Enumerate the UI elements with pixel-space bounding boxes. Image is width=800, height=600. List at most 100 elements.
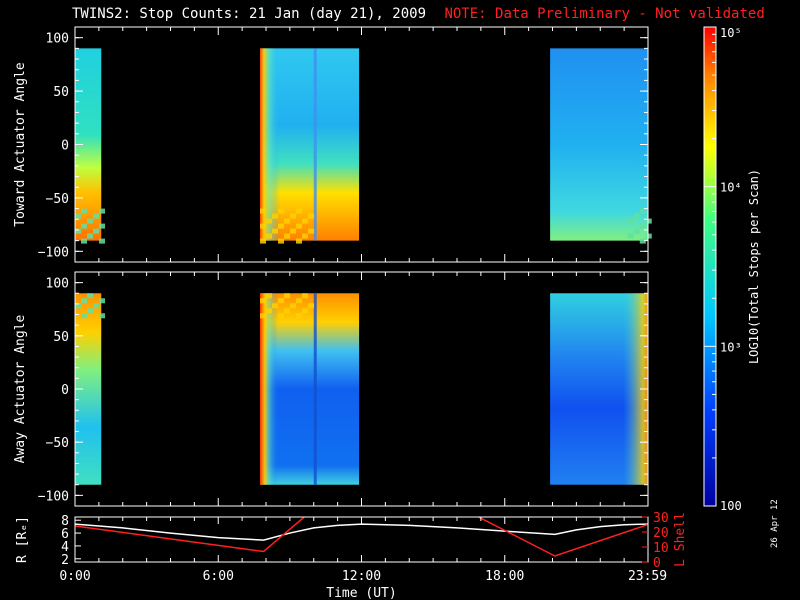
heatmap-speckle	[99, 238, 105, 244]
heatmap-speckle	[296, 208, 303, 214]
heatmap-speckle	[81, 238, 87, 244]
x-tick-label: 12:00	[342, 569, 381, 584]
colorbar: 10⁵ 10⁴ 10³ 100 LOG10(Total Stops per Scan)	[703, 26, 761, 513]
heatmap-speckle	[81, 313, 87, 319]
heatmap-speckle	[302, 218, 309, 224]
heatmap-speckle	[302, 308, 309, 314]
heatmap-speckle	[87, 308, 93, 314]
y-tick-label: −100	[38, 245, 69, 260]
y-right-tick-label: 0	[653, 556, 661, 571]
y-right-axis-label: L Shell	[673, 512, 688, 567]
heatmap-speckle	[260, 298, 267, 304]
colorbar-gradient	[704, 27, 716, 506]
heatmap-speckle	[296, 313, 303, 319]
heatmap-speckle	[290, 213, 297, 219]
heatmap-speckle	[633, 213, 640, 219]
heatmap-speckle	[278, 238, 285, 244]
heatmap-speckle	[81, 223, 87, 229]
generation-date: 26 Apr 12	[770, 499, 780, 548]
heatmap-speckle	[278, 313, 285, 319]
heatmap-speckle	[296, 238, 303, 244]
heatmap-speckle	[284, 233, 291, 239]
heatmap-speckle	[93, 303, 99, 309]
heatmap-speckle	[99, 208, 105, 214]
figure-title: TWINS2: Stop Counts: 21 Jan (day 21), 20…	[72, 6, 765, 22]
heatmap-speckle	[308, 228, 315, 234]
y-tick-label: 0	[61, 139, 69, 154]
y-axis-label: R [Rₑ]	[15, 516, 30, 563]
heatmap-block-edge	[260, 293, 360, 485]
heatmap-stripe	[313, 48, 317, 241]
y-tick-label: 0	[61, 383, 69, 398]
y-tick-label: 4	[61, 540, 69, 555]
toward-heatmap-panel: 100 50 0 −50 −100 Toward Actuator Angle	[13, 26, 652, 263]
heatmap-speckle	[627, 218, 634, 224]
heatmap-speckle	[302, 293, 309, 299]
heatmap-speckle	[260, 208, 267, 214]
x-tick-label: 0:00	[59, 569, 90, 584]
y-tick-label: −100	[38, 489, 69, 504]
title-text: TWINS2: Stop Counts: 21 Jan (day 21), 20…	[72, 6, 427, 22]
colorbar-tick-label: 10⁵	[720, 26, 742, 40]
away-heatmap-panel: 100 50 0 −50 −100 Away Actuator Angle	[13, 271, 649, 507]
heatmap-block-edge	[260, 48, 360, 241]
heatmap-speckle	[93, 228, 99, 234]
heatmap-speckle	[87, 233, 93, 239]
line-series-group	[75, 517, 648, 557]
heatmap-speckle	[290, 228, 297, 234]
preliminary-note: NOTE: Data Preliminary - Not validated	[444, 6, 765, 22]
heatmap-speckle	[639, 208, 646, 214]
heatmap-speckle	[81, 298, 87, 304]
heatmap-speckle	[284, 308, 291, 314]
x-tick-label: 18:00	[485, 569, 524, 584]
heatmap-speckle	[266, 308, 273, 314]
y-tick-label: 8	[61, 514, 69, 529]
heatmap-speckle	[99, 298, 105, 304]
heatmap-speckle	[284, 218, 291, 224]
heatmap-speckle	[639, 238, 646, 244]
heatmap-speckle	[302, 233, 309, 239]
heatmap-speckle	[75, 228, 81, 234]
heatmap-stripe	[313, 293, 317, 485]
heatmap-speckle	[260, 223, 267, 229]
heatmap-speckle	[93, 213, 99, 219]
colorbar-tick-label: 10³	[720, 340, 742, 354]
heatmap-speckle	[284, 293, 291, 299]
heatmap-speckle	[639, 223, 646, 229]
heatmap-speckle	[633, 228, 640, 234]
x-tick-label: 23:59	[628, 569, 667, 584]
heatmap-speckle	[99, 223, 105, 229]
colorbar-tick-label: 100	[720, 499, 742, 513]
heatmap-speckle	[272, 303, 279, 309]
r-series-line	[75, 523, 648, 541]
heatmap-speckle	[308, 213, 315, 219]
heatmap-block-edge	[550, 293, 648, 485]
lshell-series-line	[75, 517, 305, 553]
y-right-tick-label: 10	[653, 541, 669, 556]
heatmap-speckle	[266, 233, 273, 239]
heatmap-speckle	[99, 313, 105, 319]
heatmap-speckle	[627, 233, 634, 239]
y-tick-label: −50	[46, 436, 69, 451]
heatmap-speckle	[266, 218, 273, 224]
y-tick-label: 6	[61, 527, 69, 542]
heatmap-speckle	[296, 223, 303, 229]
y-tick-label: 100	[46, 277, 69, 292]
heatmap-speckle	[272, 213, 279, 219]
heatmap-speckle	[260, 238, 267, 244]
y-tick-label: 2	[61, 553, 69, 568]
heatmap-speckle	[75, 213, 81, 219]
y-tick-label: 50	[53, 330, 69, 345]
heatmap-speckle	[260, 313, 267, 319]
heatmap-speckle	[266, 293, 273, 299]
y-axis-label: Toward Actuator Angle	[13, 62, 28, 227]
y-tick-label: 50	[53, 85, 69, 100]
heatmap-speckle	[87, 218, 93, 224]
heatmap-speckle	[278, 298, 285, 304]
colorbar-label: LOG10(Total Stops per Scan)	[747, 169, 761, 364]
heatmap-speckle	[645, 233, 652, 239]
x-axis-label: Time (UT)	[326, 586, 396, 600]
heatmap-speckle	[296, 298, 303, 304]
